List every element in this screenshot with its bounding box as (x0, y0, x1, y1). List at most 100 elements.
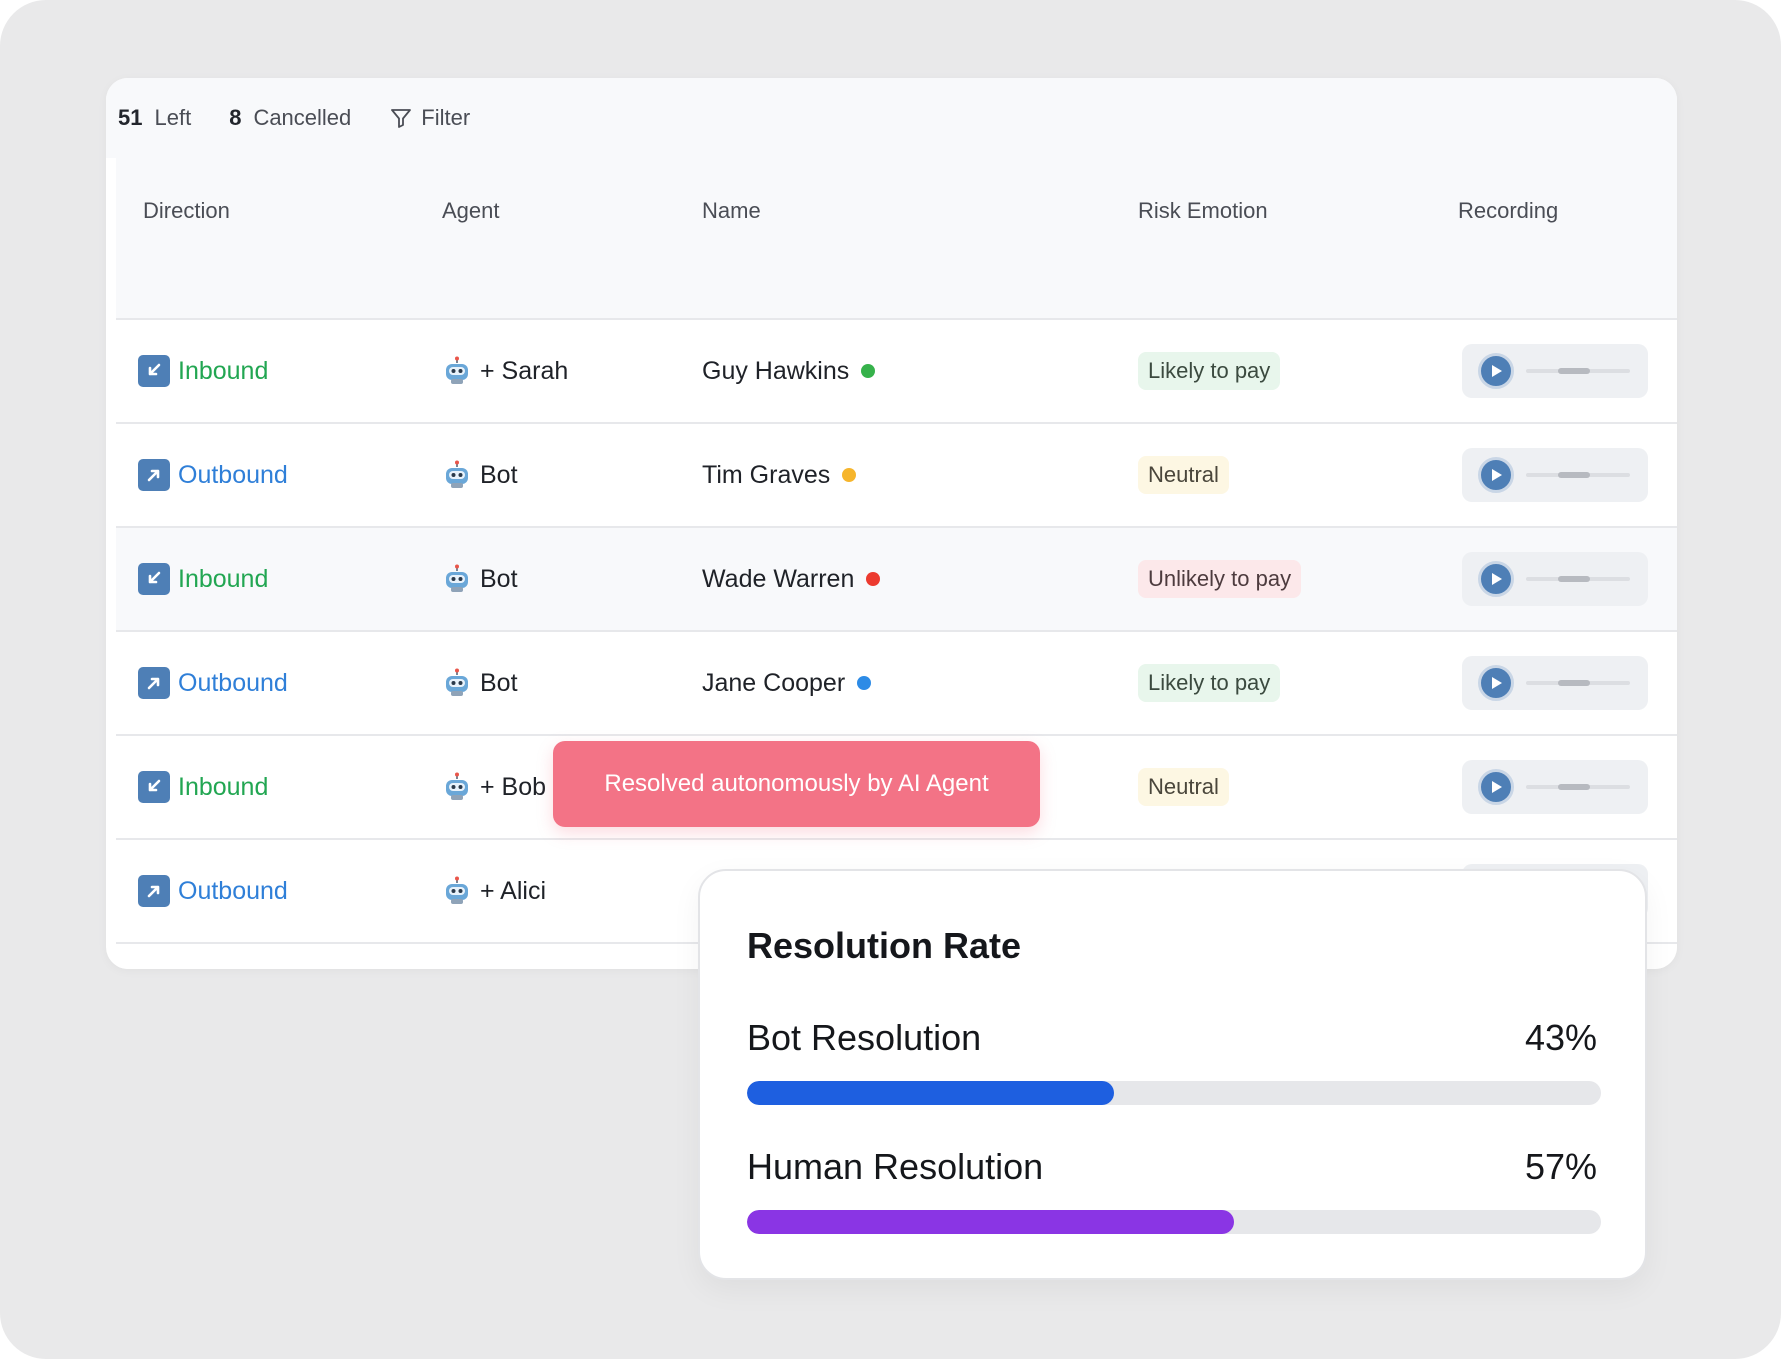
human-resolution-bar (747, 1210, 1601, 1234)
arrow-in-icon (138, 355, 170, 387)
audio-track[interactable] (1526, 472, 1630, 478)
resolution-title: Resolution Rate (747, 925, 1022, 966)
contact-name: Guy Hawkins (702, 356, 850, 385)
agent-cell: Bot (442, 528, 518, 630)
risk-cell: Likely to pay (1138, 632, 1281, 734)
robot-icon (442, 876, 472, 906)
table-row[interactable]: Outbound Bot Jane Cooper Likely to pay (116, 632, 1677, 736)
agent-label: Bot (480, 460, 518, 489)
direction-cell: Inbound (138, 528, 268, 630)
bot-resolution-fill (747, 1081, 1115, 1105)
risk-cell: Likely to pay (1138, 320, 1281, 422)
agent-cell: Bot (442, 424, 518, 526)
name-cell: Tim Graves (702, 424, 857, 526)
contact-name: Jane Cooper (702, 668, 846, 697)
recording-cell (1462, 528, 1648, 630)
robot-icon (442, 772, 472, 802)
table-header (116, 158, 1677, 320)
direction-label: Outbound (178, 668, 288, 697)
header-agent[interactable]: Agent (442, 198, 500, 223)
risk-cell: Unlikely to pay (1138, 528, 1302, 630)
calls-table-card: 51 Left 8 Cancelled Filter Direction Age… (106, 78, 1677, 969)
header-risk-emotion[interactable]: Risk Emotion (1138, 198, 1268, 223)
recording-cell (1462, 736, 1648, 838)
recording-cell (1462, 320, 1648, 422)
direction-cell: Outbound (138, 840, 288, 942)
play-icon[interactable] (1478, 561, 1514, 597)
arrow-out-icon (138, 459, 170, 491)
cancelled-label: Cancelled (253, 105, 352, 130)
bot-resolution-bar (747, 1081, 1601, 1105)
resolution-rate-card: Resolution Rate Bot Resolution 43% Human… (698, 869, 1647, 1280)
status-dot (866, 572, 881, 586)
audio-track[interactable] (1526, 784, 1630, 790)
left-count: 51 (118, 105, 143, 130)
play-icon[interactable] (1478, 457, 1514, 493)
agent-label: Bot (480, 668, 518, 697)
agent-cell: + Bob (442, 736, 546, 838)
risk-badge: Neutral (1138, 456, 1229, 494)
table-row[interactable]: Inbound + Sarah Guy Hawkins Likely to pay (116, 320, 1677, 424)
filter-icon (391, 109, 412, 128)
direction-label: Inbound (178, 772, 269, 801)
audio-track[interactable] (1526, 368, 1630, 374)
status-dot (857, 676, 872, 690)
direction-cell: Inbound (138, 736, 268, 838)
status-dot (861, 364, 876, 378)
left-label: Left (154, 105, 192, 130)
status-dot (842, 468, 857, 482)
name-cell: Guy Hawkins (702, 320, 876, 422)
audio-player (1462, 552, 1648, 606)
audio-player (1462, 656, 1648, 710)
agent-cell: Bot (442, 632, 518, 734)
play-icon[interactable] (1478, 769, 1514, 805)
direction-label: Inbound (178, 564, 269, 593)
agent-label: + Sarah (480, 356, 569, 385)
agent-cell: + Sarah (442, 320, 568, 422)
direction-label: Outbound (178, 876, 288, 905)
arrow-out-icon (138, 667, 170, 699)
resolved-toast: Resolved autonomously by AI Agent (553, 741, 1040, 827)
play-icon[interactable] (1478, 665, 1514, 701)
human-resolution-fill (747, 1210, 1234, 1234)
risk-badge: Neutral (1138, 768, 1229, 806)
cancelled-stat[interactable]: 8 Cancelled (229, 105, 351, 131)
contact-name: Wade Warren (702, 564, 855, 593)
robot-icon (442, 668, 472, 698)
robot-icon (442, 564, 472, 594)
audio-player (1462, 760, 1648, 814)
agent-cell: + Alici (442, 840, 546, 942)
filter-button[interactable]: Filter (389, 105, 470, 131)
risk-cell: Neutral (1138, 424, 1229, 526)
bot-resolution-label: Bot Resolution (747, 1017, 982, 1058)
human-resolution-value: 57% (1524, 1146, 1597, 1187)
robot-icon (442, 460, 472, 490)
direction-cell: Inbound (138, 944, 268, 969)
cancelled-count: 8 (229, 105, 242, 130)
risk-badge: Unlikely to pay (1138, 560, 1302, 598)
header-recording[interactable]: Recording (1458, 198, 1559, 223)
agent-label: Bot (480, 564, 518, 593)
table-row[interactable]: Outbound Bot Tim Graves Neutral (116, 424, 1677, 528)
toast-message: Resolved autonomously by AI Agent (604, 770, 989, 797)
table-row[interactable]: Inbound Bot Wade Warren Unlikely to pay (116, 528, 1677, 632)
agent-label: + Alici (480, 876, 547, 905)
name-cell: Jane Cooper (702, 632, 872, 734)
robot-icon (442, 356, 472, 386)
header-direction[interactable]: Direction (143, 198, 230, 223)
audio-player (1462, 448, 1648, 502)
recording-cell (1462, 424, 1648, 526)
play-icon[interactable] (1478, 353, 1514, 389)
recording-cell (1462, 632, 1648, 734)
filter-label: Filter (421, 105, 471, 130)
audio-track[interactable] (1526, 576, 1630, 582)
toolbar: 51 Left 8 Cancelled Filter (106, 78, 1677, 158)
direction-cell: Inbound (138, 320, 268, 422)
risk-badge: Likely to pay (1138, 352, 1281, 390)
arrow-in-icon (138, 563, 170, 595)
human-resolution-label: Human Resolution (747, 1146, 1044, 1187)
header-name[interactable]: Name (702, 198, 761, 223)
left-stat[interactable]: 51 Left (118, 105, 191, 131)
risk-badge: Likely to pay (1138, 664, 1281, 702)
audio-track[interactable] (1526, 680, 1630, 686)
